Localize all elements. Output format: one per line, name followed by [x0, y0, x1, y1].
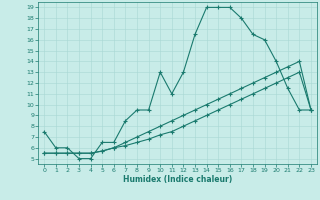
- X-axis label: Humidex (Indice chaleur): Humidex (Indice chaleur): [123, 175, 232, 184]
